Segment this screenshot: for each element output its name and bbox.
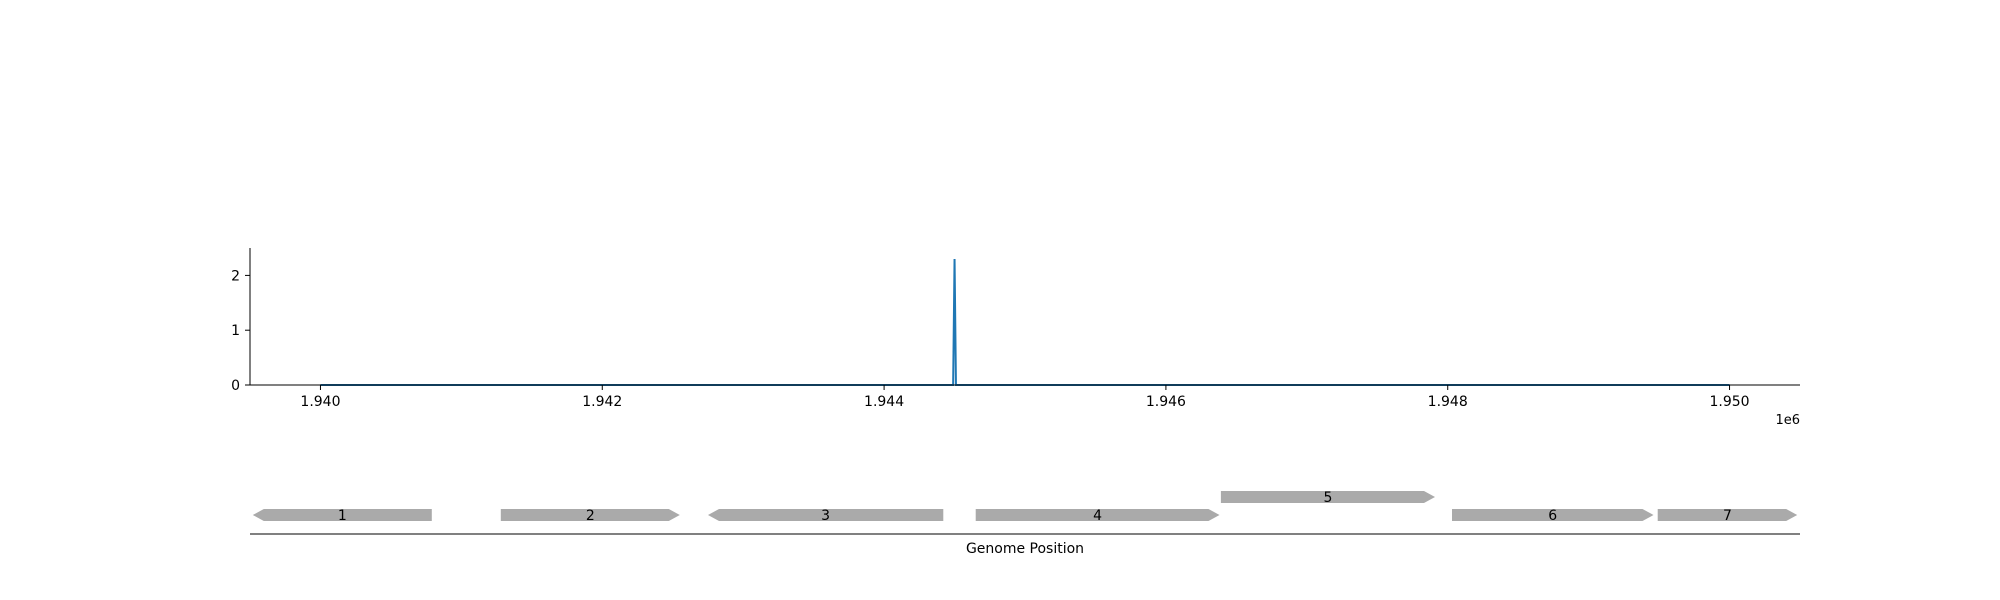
gene-arrow	[1657, 509, 1798, 521]
gene-label: 4	[1093, 508, 1102, 524]
y-tick-label: 0	[231, 378, 240, 394]
gene-arrow	[975, 509, 1220, 521]
series-line	[320, 258, 1730, 386]
y-ticks: 0 1 2	[231, 268, 250, 394]
gene-track: 1 2 3 4 5 6 7 Genome Position	[250, 490, 1800, 557]
gene-arrow	[500, 509, 680, 521]
y-tick-label: 1	[231, 323, 240, 339]
gene-label: 3	[821, 508, 830, 524]
y-tick-label: 2	[231, 268, 240, 284]
x-tick-label: 1.948	[1428, 394, 1468, 410]
coverage-plot: 1.940 1.942 1.944 1.946 1.948 1.950 0 1 2 1e6	[231, 248, 1800, 428]
x-ticks: 1.940 1.942 1.944 1.946 1.948 1.950	[300, 385, 1750, 410]
x-tick-label: 1.944	[864, 394, 904, 410]
gene-label: 2	[586, 508, 595, 524]
gene-label: 6	[1548, 508, 1557, 524]
gene-label: 1	[338, 508, 347, 524]
gene-arrow	[252, 509, 432, 521]
gene-arrow	[1220, 491, 1435, 503]
gene-arrow	[1452, 509, 1654, 521]
gene-track-xlabel: Genome Position	[966, 541, 1084, 557]
gene-arrow	[708, 509, 944, 521]
x-tick-label: 1.946	[1146, 394, 1186, 410]
x-offset-label: 1e6	[1775, 413, 1800, 428]
gene-label: 5	[1324, 490, 1333, 506]
x-tick-label: 1.942	[582, 394, 622, 410]
x-tick-label: 1.940	[300, 394, 340, 410]
gene-label: 7	[1723, 508, 1732, 524]
genes: 1 2 3 4 5 6 7	[252, 490, 1798, 524]
x-tick-label: 1.950	[1709, 394, 1749, 410]
